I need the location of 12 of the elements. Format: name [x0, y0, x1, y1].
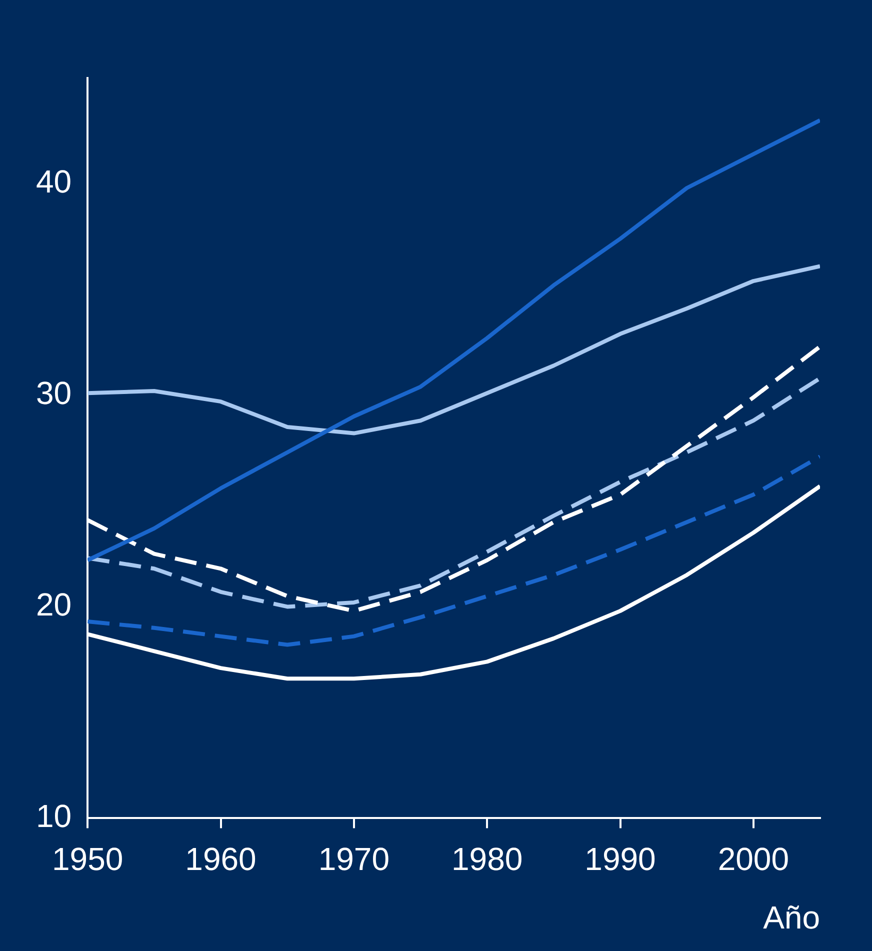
- x-tick-label: 1990: [584, 841, 656, 878]
- x-tick-label: 1960: [185, 841, 256, 878]
- y-tick-label: 10: [36, 798, 72, 834]
- y-tick-label: 20: [36, 586, 72, 623]
- x-tick-label: 1950: [52, 841, 124, 878]
- x-tick-label: 2000: [718, 841, 790, 878]
- y-tick-label: 40: [36, 164, 72, 200]
- x-tick-label: 1970: [318, 841, 390, 878]
- x-tick-label: 1980: [451, 841, 523, 878]
- line-series: [88, 454, 820, 647]
- x-axis-title: Año: [763, 900, 820, 936]
- y-tick-label: 30: [36, 375, 72, 412]
